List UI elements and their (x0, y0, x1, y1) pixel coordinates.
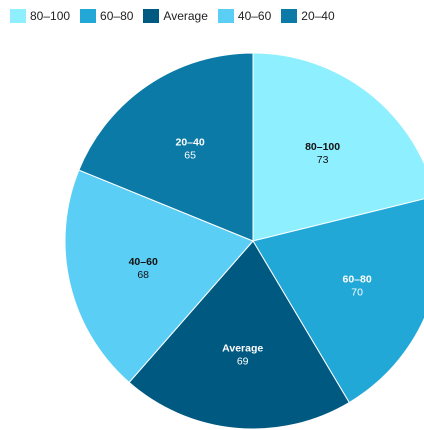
pie-slice[interactable] (78, 52, 254, 242)
slice-value-label: 65 (184, 149, 196, 161)
slice-value-label: 68 (137, 269, 149, 281)
legend-item[interactable]: Average (143, 9, 208, 23)
slice-value-label: 70 (351, 287, 363, 299)
legend-label: 20–40 (301, 9, 335, 23)
legend-label: Average (163, 9, 208, 23)
legend-swatch (10, 9, 26, 23)
legend-item[interactable]: 20–40 (281, 9, 335, 23)
legend-label: 80–100 (30, 9, 71, 23)
legend-swatch (80, 9, 97, 23)
legend-item[interactable]: 40–60 (217, 9, 272, 23)
legend-label: 40–60 (237, 9, 272, 23)
legend-swatch (281, 9, 298, 23)
legend-label: 60–80 (100, 9, 134, 23)
slice-label: 80–100 (305, 141, 340, 153)
legend-swatch (143, 9, 160, 23)
legend-item[interactable]: 80–100 (10, 9, 70, 23)
slice-label: 40–60 (129, 256, 158, 268)
slice-value-label: 69 (237, 355, 249, 367)
slice-label: 60–80 (342, 274, 371, 286)
pie-slice[interactable] (64, 169, 254, 384)
legend-item[interactable]: 60–80 (80, 9, 133, 23)
legend-swatch (217, 9, 234, 23)
chart-legend: 80–100 60–80 Average 40–60 20–40 (10, 9, 345, 23)
slice-value-label: 73 (317, 154, 329, 166)
pie-slice[interactable] (252, 52, 424, 242)
slice-label: Average (222, 342, 263, 354)
slice-label: 20–40 (175, 136, 204, 148)
pie-slice[interactable] (252, 196, 424, 404)
pie-slice[interactable] (128, 240, 350, 430)
